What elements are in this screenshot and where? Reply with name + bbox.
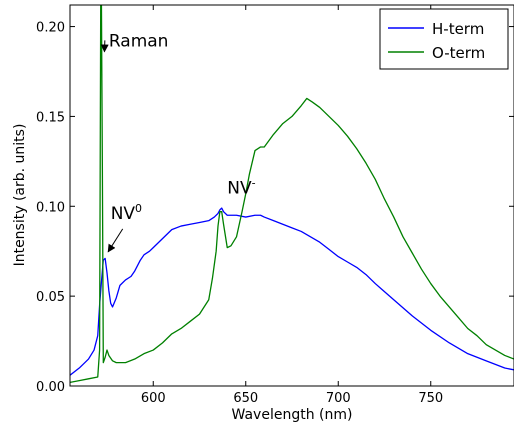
legend-label-h-term: H-term xyxy=(432,20,484,38)
ticks-layer: 600 650 700 750 0.00 0.05 0.10 0.15 0.20 xyxy=(36,5,514,406)
series-layer xyxy=(70,5,514,384)
x-axis-label: Wavelength (nm) xyxy=(232,407,353,423)
annotation-raman: Raman xyxy=(109,31,169,51)
x-tick-label: 650 xyxy=(233,391,258,406)
x-tick-label: 750 xyxy=(418,391,443,406)
y-tick-label: 0.20 xyxy=(36,21,65,36)
y-tick-label: 0.00 xyxy=(36,380,65,395)
series-line-o-term xyxy=(70,5,514,384)
annotation-nv0: NV0 xyxy=(111,202,142,224)
y-tick-label: 0.15 xyxy=(36,110,65,125)
legend-box xyxy=(379,8,509,70)
annotation-nvminus: NV- xyxy=(227,177,255,199)
annotation-arrow-nv0 xyxy=(107,228,124,253)
x-tick-label: 600 xyxy=(141,391,166,406)
legend-label-o-term: O-term xyxy=(432,44,485,62)
annotation-layer: Raman NV0 NV- xyxy=(100,31,256,253)
x-tick-label: 700 xyxy=(326,391,351,406)
legend: H-term O-term xyxy=(379,8,509,70)
series-line-h-term xyxy=(70,207,514,376)
y-tick-label: 0.10 xyxy=(36,200,65,215)
y-axis-label: Intensity (arb. units) xyxy=(12,124,28,267)
plot-frame xyxy=(69,4,514,387)
y-tick-label: 0.05 xyxy=(36,290,65,305)
